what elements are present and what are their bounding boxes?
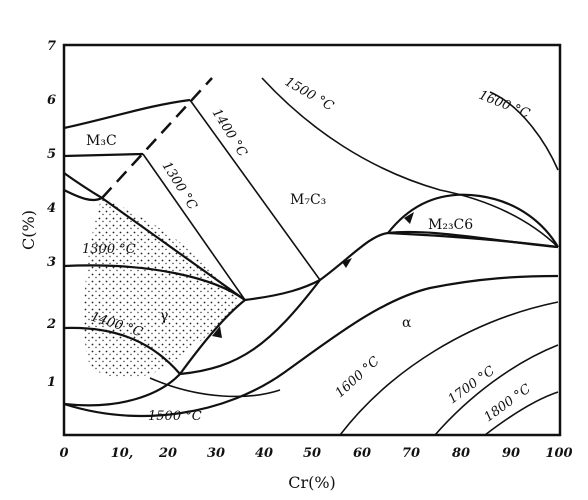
phase-label-gamma: γ — [160, 308, 168, 324]
isotherm-label: 1300 °C — [82, 242, 136, 257]
phase-label-m23c6: M₂₃C6 — [428, 217, 473, 233]
phase-label-m3c: M₃C — [86, 133, 117, 149]
x-tick: 50 — [303, 446, 321, 461]
y-axis-ticks: 1 2 3 4 5 6 7 — [46, 39, 56, 390]
y-tick: 2 — [46, 317, 56, 332]
x-tick: 100 — [545, 446, 572, 461]
x-axis-label: Cr(%) — [288, 473, 336, 492]
y-axis-label: C(%) — [19, 210, 38, 250]
arrow-marker — [404, 212, 414, 224]
x-tick: 10, — [111, 446, 134, 461]
isotherm-label: 1500 °C — [282, 74, 336, 114]
x-tick: 60 — [353, 446, 371, 461]
arrow-marker — [212, 326, 222, 338]
y-tick: 5 — [47, 147, 56, 162]
x-axis-ticks: 0 10, 20 30 40 50 60 70 80 90 100 — [59, 446, 572, 461]
isotherm-lines — [142, 77, 559, 436]
x-tick: 20 — [158, 446, 177, 461]
x-tick: 30 — [207, 446, 225, 461]
dashed-boundary — [101, 77, 213, 199]
isotherm-label: 1500 °C — [148, 409, 202, 424]
y-tick: 7 — [47, 39, 56, 54]
phase-label-m7c3: M₇C₃ — [290, 192, 326, 208]
y-tick: 4 — [47, 201, 56, 216]
isotherm-label: 1600 °C — [333, 354, 383, 401]
gamma-dotted-region — [84, 197, 240, 378]
x-tick: 70 — [402, 446, 420, 461]
x-tick: 80 — [452, 446, 470, 461]
y-tick: 3 — [47, 255, 56, 270]
isotherm-label: 1400 °C — [209, 106, 250, 160]
y-tick: 1 — [47, 375, 56, 390]
x-tick: 0 — [59, 446, 68, 461]
x-tick: 90 — [502, 446, 520, 461]
y-tick: 6 — [47, 93, 56, 108]
isotherm-label: 1700 °C — [446, 364, 498, 408]
phase-boundaries — [63, 98, 559, 417]
phase-label-alpha: α — [402, 315, 412, 331]
x-tick: 40 — [255, 446, 273, 461]
isotherm-label: 1600 °C — [477, 88, 532, 122]
arrow-marker — [342, 258, 352, 268]
plot-frame — [62, 43, 562, 437]
